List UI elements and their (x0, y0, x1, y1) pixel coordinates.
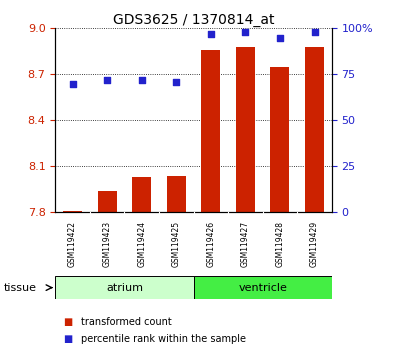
Point (277, 35, 283, 40)
Text: GSM119424: GSM119424 (137, 221, 146, 267)
Point (139, 77, 145, 83)
Point (70, 81, 76, 86)
Bar (305, 47, 324, 212)
Text: GSM119428: GSM119428 (275, 221, 284, 267)
Point (311, 29, 318, 35)
Text: tissue: tissue (4, 282, 37, 293)
Text: GSM119429: GSM119429 (310, 221, 319, 267)
Text: GSM119423: GSM119423 (103, 221, 112, 267)
Text: transformed count: transformed count (81, 317, 172, 327)
Point (104, 77, 110, 83)
Text: atrium: atrium (106, 282, 143, 293)
Text: ventricle: ventricle (238, 282, 287, 293)
Bar (98, 191, 117, 212)
Text: GSM119425: GSM119425 (172, 221, 181, 267)
Bar (55, 276, 194, 299)
Bar (132, 177, 151, 212)
Bar (236, 47, 255, 212)
Text: ■: ■ (63, 317, 72, 327)
Bar (167, 176, 186, 212)
Point (242, 29, 248, 35)
Text: GSM119422: GSM119422 (68, 221, 77, 267)
Text: GSM119426: GSM119426 (206, 221, 215, 267)
Bar (271, 67, 290, 212)
Point (173, 79, 179, 85)
Bar (194, 276, 332, 299)
Bar (63, 211, 82, 212)
Text: ■: ■ (63, 334, 72, 344)
Title: GDS3625 / 1370814_at: GDS3625 / 1370814_at (113, 13, 274, 27)
Text: GSM119427: GSM119427 (241, 221, 250, 267)
Point (208, 31, 214, 37)
Text: percentile rank within the sample: percentile rank within the sample (81, 334, 246, 344)
Bar (201, 50, 220, 212)
